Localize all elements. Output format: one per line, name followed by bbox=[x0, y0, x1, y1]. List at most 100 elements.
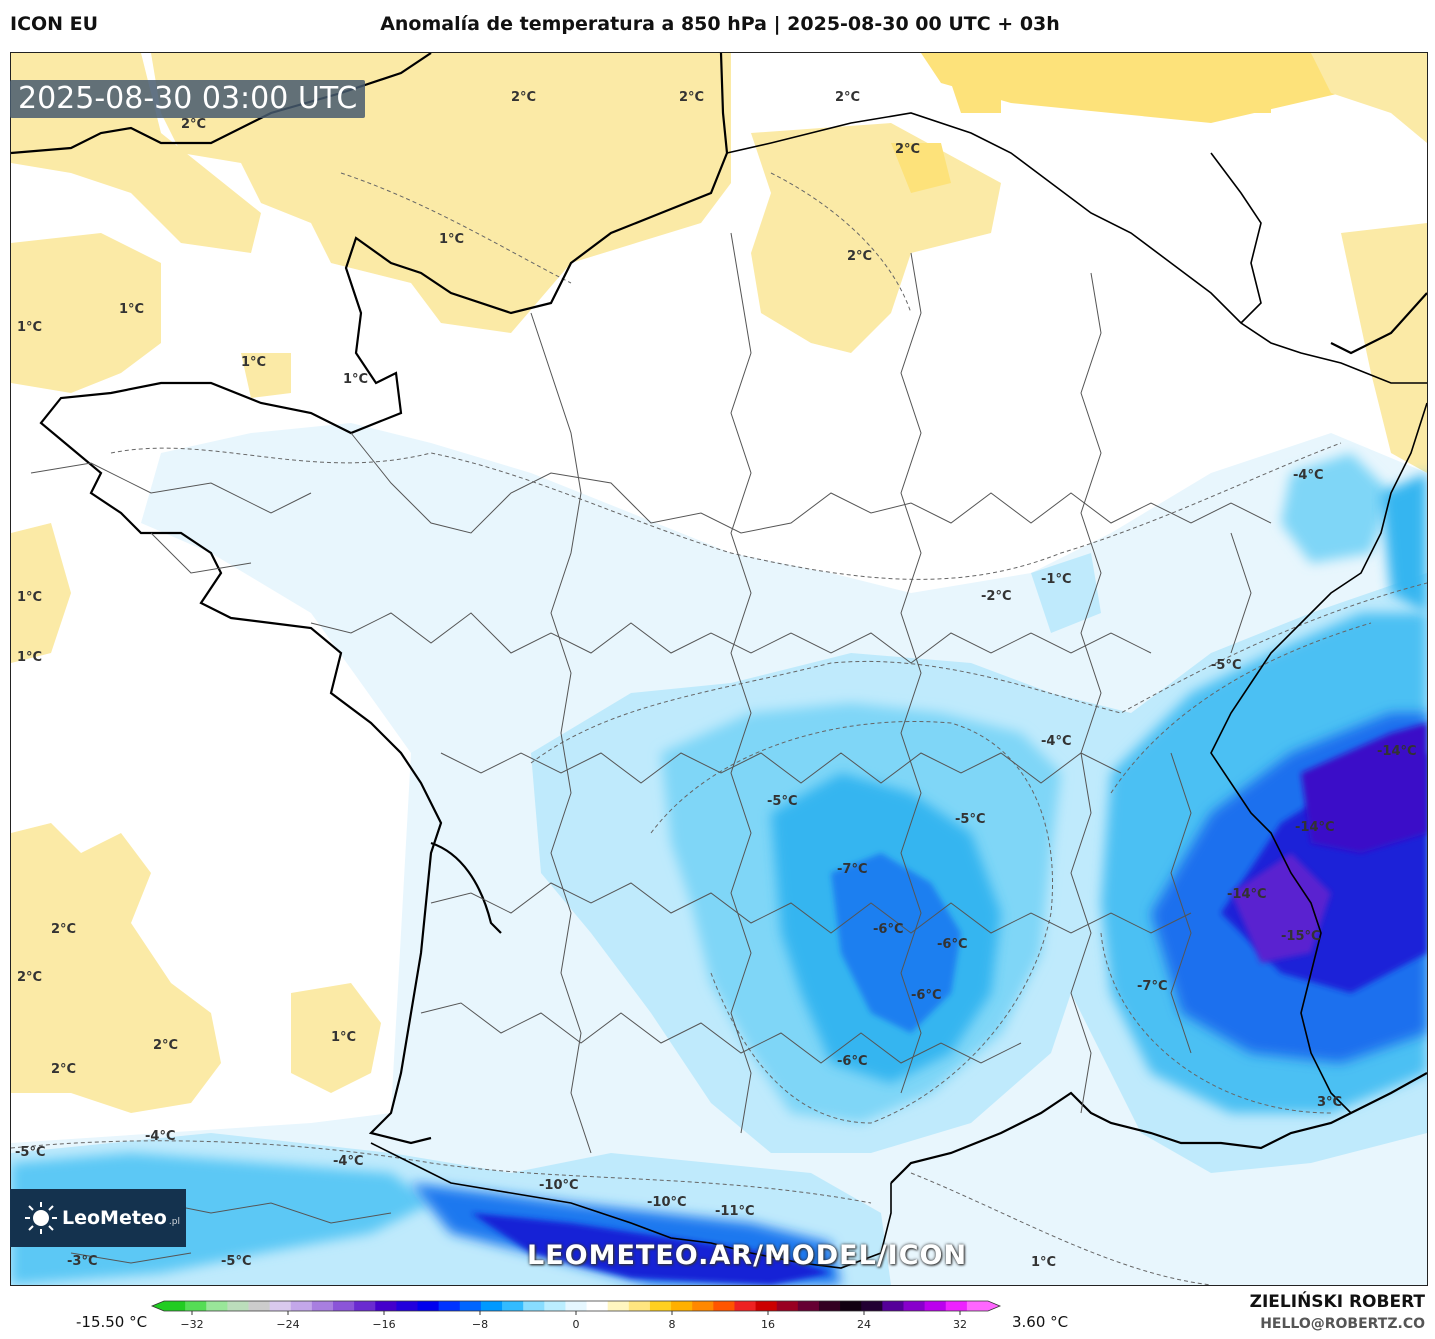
author-email[interactable]: HELLO@ROBERTZ.CO bbox=[1260, 1316, 1425, 1332]
temp-label: -3°C bbox=[67, 1254, 97, 1269]
temp-label: 1°C bbox=[1031, 1255, 1056, 1270]
watermark-url: LEOMETEO.AR/MODEL/ICON bbox=[527, 1240, 968, 1271]
temp-label: -5°C bbox=[15, 1145, 45, 1160]
colorbar-swatch bbox=[248, 1301, 271, 1311]
temp-label: -6°C bbox=[873, 922, 903, 937]
temp-label: 1°C bbox=[439, 232, 464, 247]
colorbar-swatch bbox=[840, 1301, 862, 1311]
coastline bbox=[11, 53, 1427, 1184]
colorbar-swatch bbox=[734, 1301, 757, 1311]
colorbar-swatch bbox=[882, 1301, 904, 1311]
temp-label: 2°C bbox=[847, 249, 872, 264]
colorbar-swatch bbox=[290, 1301, 313, 1311]
colorbar-swatch bbox=[185, 1301, 207, 1311]
temp-label: -11°C bbox=[715, 1204, 755, 1219]
colorbar-swatch bbox=[671, 1301, 693, 1311]
colorbar-tick-label: 16 bbox=[761, 1318, 775, 1331]
colorbar-swatch bbox=[692, 1301, 714, 1311]
valid-time-badge: 2025-08-30 03:00 UTC bbox=[10, 80, 366, 118]
temp-label: -15°C bbox=[1281, 929, 1321, 944]
temp-label: -7°C bbox=[1137, 979, 1167, 994]
author-credit: ZIELIŃSKI ROBERT bbox=[1249, 1292, 1425, 1312]
colorbar-swatch bbox=[523, 1301, 545, 1311]
temp-label: 1°C bbox=[331, 1030, 356, 1045]
colorbar-max-arrow bbox=[988, 1301, 1000, 1311]
colorbar-tick-label: −32 bbox=[180, 1318, 203, 1331]
temp-label: 2°C bbox=[511, 90, 536, 105]
colorbar-swatch bbox=[607, 1301, 630, 1311]
temp-label: 2°C bbox=[51, 922, 76, 937]
colorbar-swatch bbox=[206, 1301, 228, 1311]
colorbar-swatch bbox=[649, 1301, 672, 1311]
map-panel[interactable]: 2°C 2°C 2°C 2°C 2°C 2°C 1°C 1°C 1°C 1°C … bbox=[10, 52, 1428, 1286]
colorbar-swatch bbox=[333, 1301, 355, 1311]
colorbar-swatch bbox=[164, 1301, 186, 1311]
temp-label: 1°C bbox=[17, 650, 42, 665]
temp-label: -5°C bbox=[767, 794, 797, 809]
temp-label: -1°C bbox=[1041, 572, 1071, 587]
temp-label: 2°C bbox=[895, 142, 920, 157]
colorbar-swatch bbox=[945, 1301, 968, 1311]
map-title: Anomalía de temperatura a 850 hPa | 2025… bbox=[380, 13, 1060, 35]
colorbar-swatch bbox=[227, 1301, 250, 1311]
temp-label: 2°C bbox=[17, 970, 42, 985]
colorbar-scale: −32 −24 −16 −8 0 8 16 24 32 bbox=[150, 1300, 1002, 1331]
temp-label: -5°C bbox=[1211, 658, 1241, 673]
temp-label: 3°C bbox=[1317, 1095, 1342, 1110]
sun-icon bbox=[24, 1201, 58, 1235]
colorbar-min-arrow bbox=[152, 1301, 164, 1311]
colorbar-swatch bbox=[924, 1301, 947, 1311]
temp-label: 2°C bbox=[679, 90, 704, 105]
temp-label: 1°C bbox=[17, 320, 42, 335]
colorbar-swatch bbox=[966, 1301, 989, 1311]
colorbar-swatch bbox=[375, 1301, 397, 1311]
colorbar-swatch bbox=[628, 1301, 651, 1311]
logo-name: LeoMeteo bbox=[62, 1207, 167, 1229]
colorbar-tick-label: −16 bbox=[372, 1318, 395, 1331]
colorbar-swatch bbox=[502, 1301, 524, 1311]
temp-label: -10°C bbox=[539, 1178, 579, 1193]
temp-label: -4°C bbox=[1041, 734, 1071, 749]
temp-label: 2°C bbox=[51, 1062, 76, 1077]
temperature-anomaly-map[interactable]: 2°C 2°C 2°C 2°C 2°C 2°C 1°C 1°C 1°C 1°C … bbox=[11, 53, 1427, 1285]
temp-label: -6°C bbox=[837, 1054, 867, 1069]
colorbar-swatch bbox=[818, 1301, 841, 1311]
colorbar: -15.50 °C −32 −24 −16 −8 0 8 16 24 32 3.60 °C bbox=[0, 1288, 1435, 1339]
colorbar-swatch bbox=[565, 1301, 588, 1311]
temp-label: -4°C bbox=[333, 1154, 363, 1169]
colorbar-tick-label: 32 bbox=[953, 1318, 967, 1331]
temperature-labels: 2°C 2°C 2°C 2°C 2°C 2°C 1°C 1°C 1°C 1°C … bbox=[15, 90, 1417, 1270]
temp-label: 2°C bbox=[153, 1038, 178, 1053]
temp-label: -6°C bbox=[911, 988, 941, 1003]
colorbar-swatch bbox=[396, 1301, 419, 1311]
colorbar-swatch bbox=[903, 1301, 926, 1311]
temp-label: 1°C bbox=[343, 372, 368, 387]
temp-label: 2°C bbox=[181, 117, 206, 132]
temp-label: -10°C bbox=[647, 1195, 687, 1210]
colorbar-min-label: -15.50 °C bbox=[76, 1313, 148, 1331]
temp-label: -6°C bbox=[937, 937, 967, 952]
isotherm-contours bbox=[11, 172, 1427, 1285]
colorbar-swatch bbox=[354, 1301, 376, 1311]
temp-label: -7°C bbox=[837, 862, 867, 877]
colorbar-tick-label: −8 bbox=[472, 1318, 488, 1331]
colorbar-swatch bbox=[861, 1301, 883, 1311]
national-borders bbox=[370, 112, 1427, 1269]
temp-label: -14°C bbox=[1227, 887, 1267, 902]
temp-label: -4°C bbox=[1293, 468, 1323, 483]
leometeo-logo: LeoMeteo .pl bbox=[10, 1189, 186, 1247]
model-name: ICON EU bbox=[10, 13, 99, 35]
temp-label: 1°C bbox=[241, 355, 266, 370]
colorbar-outline bbox=[150, 1300, 1002, 1312]
temp-label: -14°C bbox=[1377, 744, 1417, 759]
temp-label: -4°C bbox=[145, 1129, 175, 1144]
colorbar-swatch bbox=[459, 1301, 482, 1311]
temp-label: -5°C bbox=[955, 812, 985, 827]
colorbar-tick-label: 8 bbox=[669, 1318, 676, 1331]
colorbar-tick-label: 24 bbox=[857, 1318, 871, 1331]
colorbar-swatch bbox=[755, 1301, 778, 1311]
cold-anomaly-areas bbox=[11, 423, 1427, 1285]
colorbar-tick-label: 0 bbox=[573, 1318, 580, 1331]
colorbar-max-label: 3.60 °C bbox=[1012, 1313, 1069, 1331]
temp-label: 1°C bbox=[17, 590, 42, 605]
